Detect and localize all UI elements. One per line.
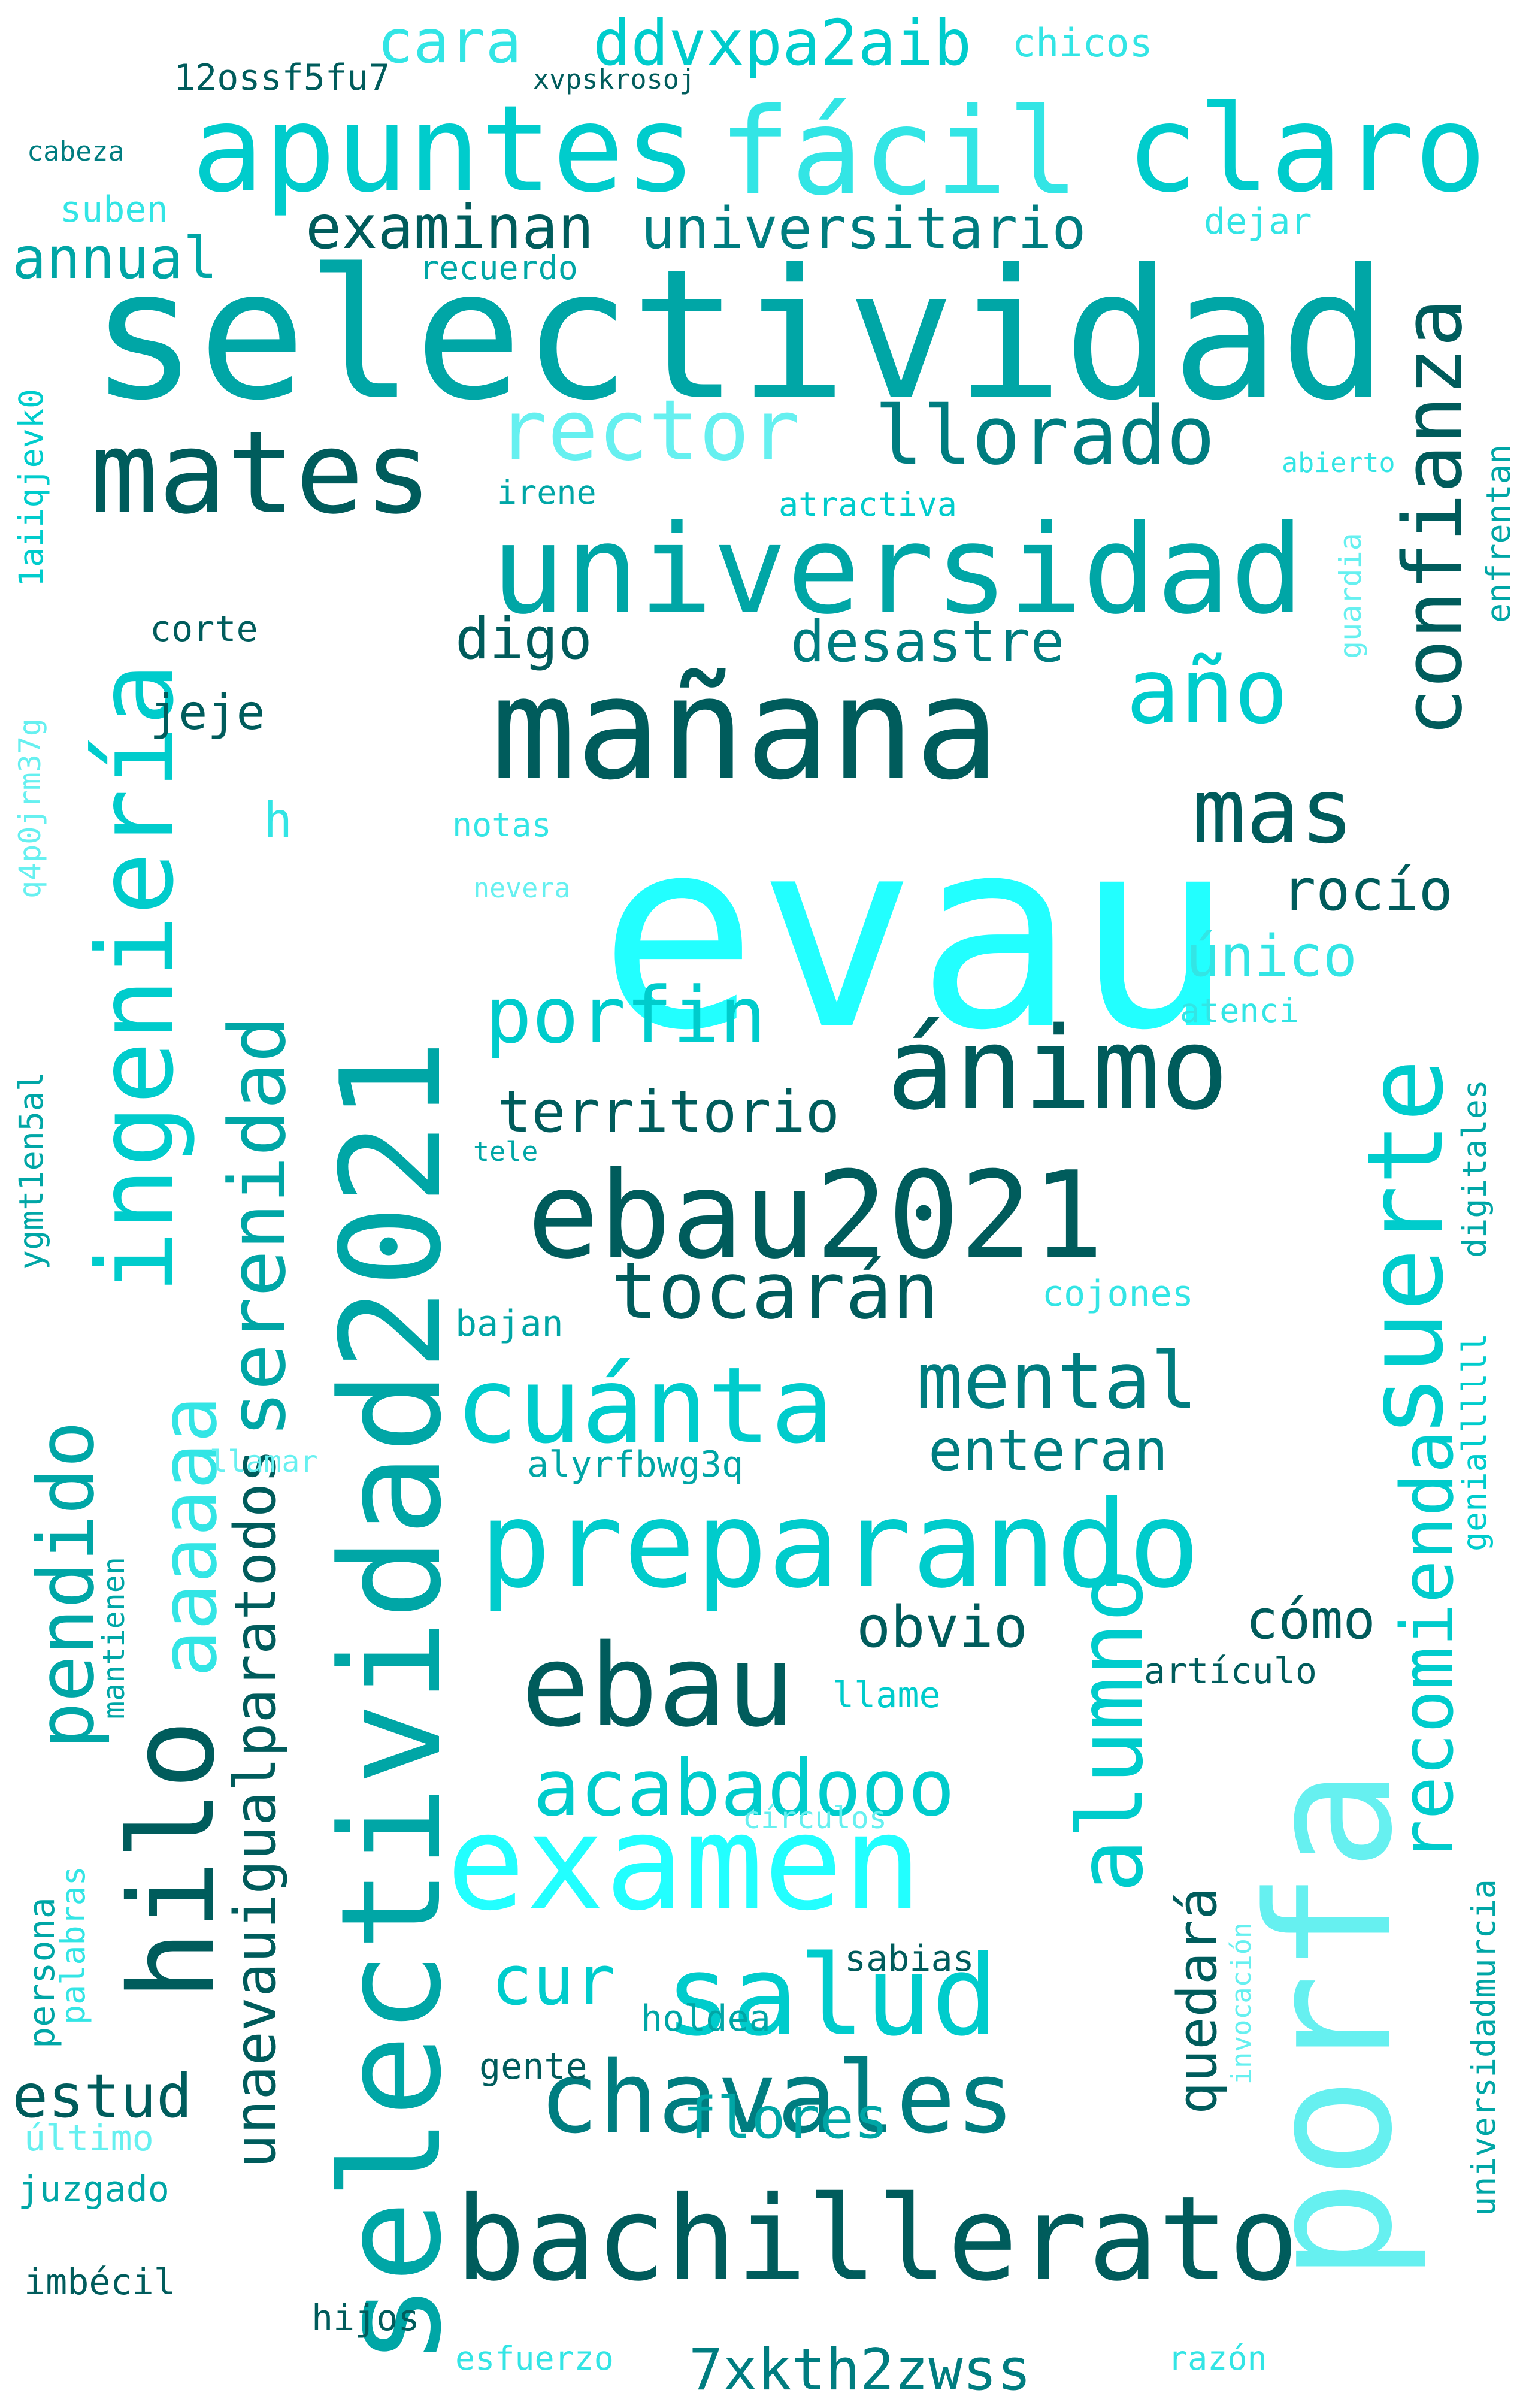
word-flores: flores — [683, 2086, 889, 2152]
word-12ossf5fu7: 12ossf5fu7 — [174, 57, 390, 99]
word-unico: único — [1186, 924, 1357, 990]
word-universidad: universidad — [491, 499, 1304, 642]
word-7xkth2zwss: 7xkth2zwss — [689, 2337, 1031, 2403]
word-ano: año — [1126, 640, 1288, 744]
word-1aiiqjevk0: 1aiiqjevk0 — [12, 388, 50, 587]
word-rector: rector — [497, 382, 800, 480]
word-cara: cara — [377, 7, 522, 77]
word-llamar: llamar — [210, 1444, 318, 1479]
word-cojones: cojones — [1042, 1273, 1194, 1315]
word-tocaran: tocarán — [611, 1245, 939, 1336]
word-atenci: atenci — [1180, 991, 1299, 1030]
word-invocacion: invocación — [1225, 1922, 1257, 2085]
word-facil: fácil — [719, 83, 1080, 222]
word-obvio: obvio — [856, 1595, 1028, 1660]
word-digo: digo — [455, 606, 592, 672]
word-h: h — [264, 792, 293, 848]
word-ygmt1en5al: ygmt1en5al — [12, 1071, 50, 1270]
word-xvpskrosoj: xvpskrosoj — [533, 63, 695, 95]
word-persona: persona — [21, 1897, 63, 2049]
word-manana: mañana — [491, 648, 1000, 811]
word-esfuerzo: esfuerzo — [455, 2339, 614, 2377]
word-hilo: hilo — [104, 1719, 240, 2001]
word-evau: evau — [599, 781, 1234, 1088]
word-holdea: holdea — [641, 1998, 771, 2040]
word-mental: mental — [916, 1335, 1198, 1426]
word-mantienen: mantienen — [96, 1557, 131, 1719]
word-apuntes: apuntes — [192, 80, 697, 219]
word-alyrfbwg3q: alyrfbwg3q — [527, 1444, 744, 1486]
word-cabeza: cabeza — [27, 135, 125, 167]
word-guardia: guardia — [1333, 533, 1368, 659]
word-mas: mas — [1192, 760, 1354, 864]
word-corte: corte — [150, 608, 258, 650]
word-quedara: quedará — [1166, 1887, 1229, 2114]
word-geniallllll: geniallllll — [1455, 1333, 1494, 1551]
word-enteran: enteran — [928, 1418, 1168, 1484]
word-enfrentan: enfrentan — [1479, 444, 1518, 623]
word-digitales: digitales — [1455, 1079, 1494, 1258]
word-q4p0jrm37g: q4p0jrm37g — [13, 718, 47, 899]
word-juzgado: juzgado — [18, 2168, 169, 2210]
word-bachillerato: bachillerato — [455, 2171, 1299, 2307]
word-universidadmurcia: universidadmurcia — [1464, 1879, 1503, 2216]
word-alumno: alumno — [1059, 1568, 1163, 1893]
word-tele: tele — [473, 1136, 538, 1167]
word-preparando: preparando — [479, 1475, 1201, 1615]
word-examen: examen — [446, 1786, 922, 1940]
word-serenidad: serenidad — [212, 1015, 303, 1438]
word-estud: estud — [12, 2061, 193, 2131]
word-annual: annual — [12, 226, 218, 292]
word-jeje: jeje — [150, 685, 265, 740]
word-bajan: bajan — [455, 1303, 564, 1345]
word-porfin: porfin — [485, 970, 767, 1061]
word-llame: llame — [832, 1674, 941, 1716]
word-recuerdo: recuerdo — [419, 249, 578, 287]
word-llorado: llorado — [874, 389, 1215, 483]
word-chavales: chavales — [539, 2040, 1015, 2155]
word-articulo: artículo — [1144, 1650, 1317, 1692]
word-animo: ánimo — [886, 1003, 1229, 1135]
word-circulos: círculos — [743, 1801, 887, 1835]
word-rocio: rocío — [1282, 858, 1453, 924]
word-suben: suben — [60, 189, 168, 231]
word-confianza: confianza — [1386, 298, 1480, 737]
word-ingenieria: ingeniería — [75, 662, 197, 1294]
word-sabias: sabias — [844, 1938, 974, 1980]
word-pendido: pendido — [20, 1421, 111, 1749]
word-claro: claro — [1126, 80, 1487, 219]
word-unaevauigualparatodos: unaevauigualparatodos — [223, 1448, 289, 2168]
word-imbecil: imbécil — [24, 2261, 175, 2303]
word-dejar: dejar — [1204, 201, 1312, 243]
word-acabadooo: acabadooo — [533, 1743, 955, 1834]
word-selectividad: selectividad — [90, 231, 1388, 440]
word-ebau2021: ebau2021 — [527, 1146, 1104, 1285]
word-universitario: universitario — [641, 196, 1086, 262]
word-ebau: ebau — [521, 1620, 795, 1752]
word-territorio: territorio — [497, 1079, 840, 1145]
word-salud: salud — [665, 1931, 998, 2061]
word-ultimo: último — [24, 2117, 154, 2159]
word-atractiva: atractiva — [779, 485, 958, 524]
word-suerte: suerte — [1345, 1058, 1467, 1438]
word-recomienda: recomienda — [1386, 1430, 1470, 1863]
word-examinan: examinan — [305, 192, 594, 262]
word-hijos: hijos — [311, 2297, 420, 2339]
word-gente: gente — [479, 2046, 588, 2088]
word-mates: mates — [90, 407, 432, 539]
word-irene: irene — [497, 473, 597, 512]
word-notas: notas — [452, 806, 552, 844]
word-selectividad2021: selectividad2021 — [312, 1039, 472, 2366]
word-aaaaaa: aaaaaa — [143, 1396, 234, 1677]
word-ddvxpa2aib: ddvxpa2aib — [593, 7, 972, 80]
word-cuanta: cuánta — [455, 1345, 834, 1467]
word-abierto: abierto — [1282, 447, 1395, 479]
word-cur: cur — [491, 1941, 616, 2021]
word-desastre: desastre — [791, 609, 1065, 675]
word-razon: razón — [1168, 2339, 1267, 2377]
word-chicos: chicos — [1012, 21, 1153, 66]
word-como: cómo — [1246, 1589, 1376, 1651]
word-nevera: nevera — [473, 872, 571, 904]
